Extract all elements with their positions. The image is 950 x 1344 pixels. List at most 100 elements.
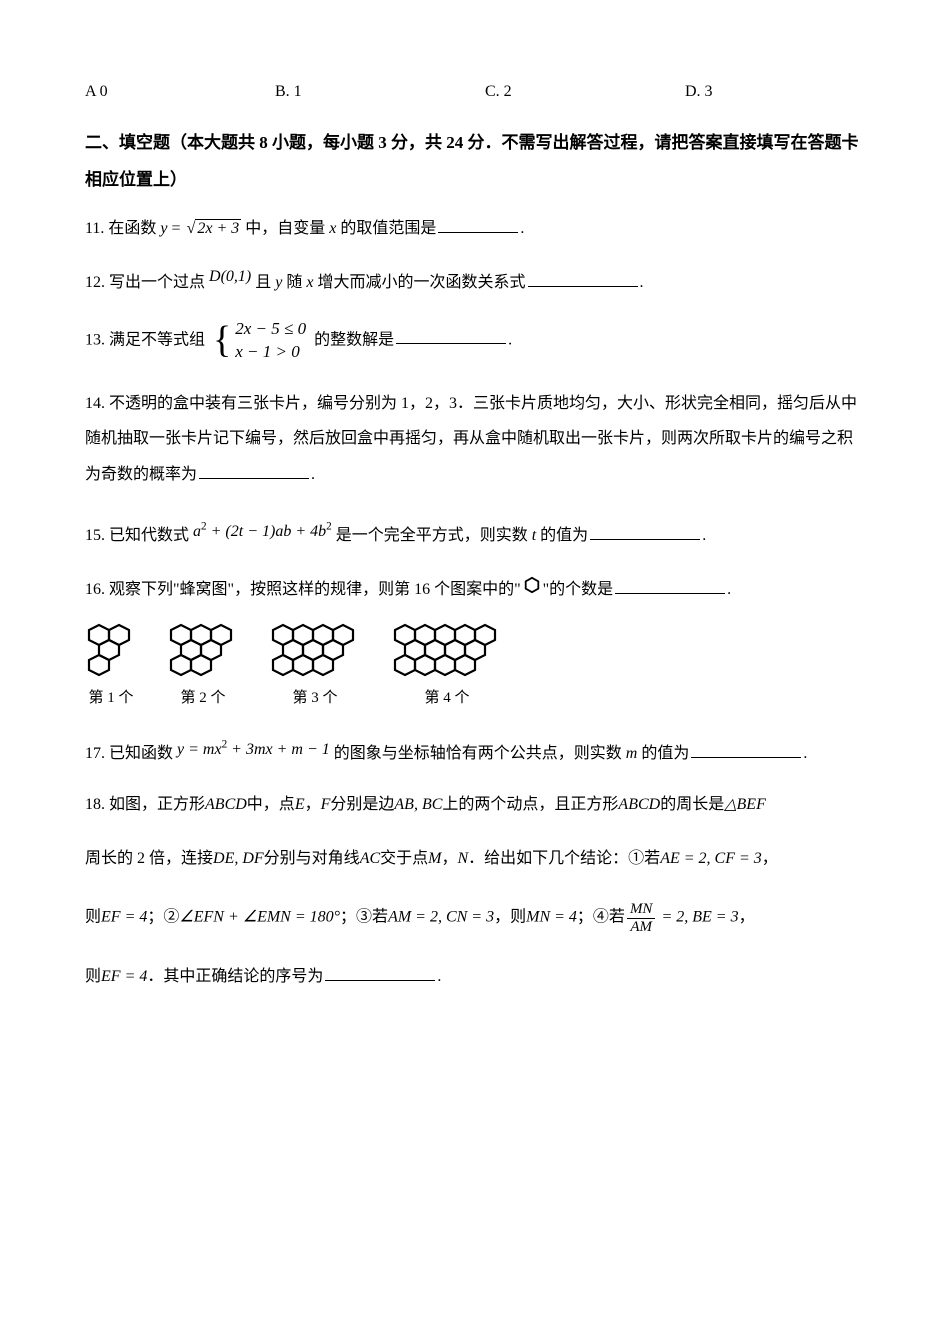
blank-answer	[528, 271, 638, 287]
t: ．给出如下几个结论：①若	[468, 850, 660, 867]
t: MN = 4	[526, 909, 577, 926]
t: ∠EFN + ∠EMN = 180°	[179, 909, 340, 926]
t: ；③若	[340, 909, 388, 926]
answer-options: A 0 B. 1 C. 2 D. 3	[85, 80, 865, 104]
question-12: 12. 写出一个过点 D(0,1) 且 y 随 x 增大而减小的一次函数关系式.	[85, 262, 865, 298]
t: ；②	[147, 909, 179, 926]
t: E	[295, 796, 305, 813]
q12-suffix: 增大而减小的一次函数关系式	[317, 274, 525, 291]
blank-answer	[396, 328, 506, 344]
q16-suffix: "的个数是	[543, 581, 614, 598]
q15-formula: a2 + (2t − 1)ab + 4b2	[193, 523, 332, 540]
sqrt-icon: 2x + 3	[185, 214, 242, 244]
t: DE, DF	[213, 850, 264, 867]
t: EF = 4	[101, 909, 147, 926]
question-13: 13. 满足不等式组 { 2x − 5 ≤ 0 x − 1 > 0 的整数解是.	[85, 317, 865, 365]
blank-answer	[590, 524, 700, 540]
q17-formula: y = mx2 + 3mx + m − 1	[177, 741, 330, 758]
t: 的周长是	[660, 796, 724, 813]
honeycomb-4: 第 4 个	[391, 623, 503, 710]
q11-prefix: 11. 在函数	[85, 220, 156, 237]
blank-answer	[325, 965, 435, 981]
t: 则	[85, 968, 101, 985]
section-title: 二、填空题（本大题共 8 小题，每小题 3 分，共 24 分．不需写出解答过程，…	[85, 124, 865, 199]
q13-line1: 2x − 5 ≤ 0	[235, 317, 306, 341]
q17-var: m	[626, 745, 638, 762]
t: ，	[441, 850, 457, 867]
question-18: 18. 如图，正方形 ABCD 中，点E ， F分别是边AB, BC上的两个动点，且正方…	[85, 793, 865, 989]
q18-line1: 18. 如图，正方形ABCD中，点E，F分别是边AB, BC上的两个动点，且正方…	[85, 793, 865, 817]
q12-period: .	[640, 274, 644, 291]
q14-period: .	[311, 466, 315, 483]
q12-y: y	[275, 274, 282, 291]
honeycomb-figures: 第 1 个 第 2 个	[85, 623, 865, 710]
q16-period: .	[727, 581, 731, 598]
t: 中，点	[247, 796, 295, 813]
q18-line2: 周长的 2 倍，连接DE, DF分别与对角线AC交于点M，N．给出如下几个结论：…	[85, 847, 865, 871]
q18-line4: 则EF = 4．其中正确结论的序号为.	[85, 965, 865, 989]
blank-answer	[199, 463, 309, 479]
q11-suffix: 的取值范围是	[340, 220, 436, 237]
blank-answer	[615, 578, 725, 594]
q17-prefix: 17. 已知函数	[85, 745, 173, 762]
honeycomb-icon	[85, 623, 137, 683]
t: ；④若	[577, 909, 625, 926]
q15-prefix: 15. 已知代数式	[85, 527, 189, 544]
option-a: A 0	[85, 80, 275, 104]
t: N	[458, 850, 469, 867]
q11-eq: =	[168, 220, 185, 237]
honeycomb-label: 第 1 个	[88, 687, 133, 710]
t: AB, BC	[394, 796, 442, 813]
t: AE = 2, CF = 3	[660, 850, 762, 867]
question-16: 16. 观察下列"蜂窝图"，按照这样的规律，则第 16 个图案中的""的个数是.	[85, 575, 865, 606]
q17-period: .	[803, 745, 807, 762]
t: 周长的 2 倍，连接	[85, 850, 213, 867]
frac-den: AM	[627, 918, 655, 936]
honeycomb-icon	[269, 623, 361, 683]
t: 分别是边	[330, 796, 394, 813]
t: .	[437, 968, 441, 985]
t: M	[428, 850, 441, 867]
t: △BEF	[724, 796, 766, 813]
q11-lhs: y	[160, 220, 167, 237]
inequality-system: { 2x − 5 ≤ 0 x − 1 > 0	[213, 317, 306, 365]
honeycomb-icon	[391, 623, 503, 683]
q12-point: D(0,1)	[209, 268, 251, 285]
question-17: 17. 已知函数 y = mx2 + 3mx + m − 1 的图象与坐标轴恰有…	[85, 732, 865, 771]
brace-lines: 2x − 5 ≤ 0 x − 1 > 0	[235, 317, 306, 365]
t: AC	[360, 850, 380, 867]
q15-suffix: 的值为	[540, 527, 588, 544]
honeycomb-1: 第 1 个	[85, 623, 137, 710]
q13-line2: x − 1 > 0	[235, 340, 306, 364]
q11-period: .	[520, 220, 524, 237]
t: AM = 2, CN = 3	[388, 909, 494, 926]
hexagon-icon	[523, 575, 541, 605]
t: = 2, BE = 3	[657, 909, 738, 926]
t: 上的两个动点，且正方形	[442, 796, 618, 813]
frac-num: MN	[627, 901, 656, 918]
t: 则	[85, 909, 101, 926]
honeycomb-2: 第 2 个	[167, 623, 239, 710]
t: 分别与对角线	[264, 850, 360, 867]
question-15: 15. 已知代数式 a2 + (2t − 1)ab + 4b2 是一个完全平方式…	[85, 514, 865, 553]
q11-mid: 中，自变量	[245, 220, 325, 237]
fraction: MNAM	[627, 901, 656, 935]
t: 18. 如图，正方形	[85, 796, 205, 813]
t: ．其中正确结论的序号为	[147, 968, 323, 985]
q12-x: x	[306, 274, 313, 291]
t: ，	[739, 909, 755, 926]
option-d: D. 3	[685, 80, 835, 104]
t: EF = 4	[101, 968, 147, 985]
t: ABCD	[618, 796, 660, 813]
q13-suffix: 的整数解是	[314, 331, 394, 348]
blank-answer	[691, 742, 801, 758]
t: F	[321, 796, 331, 813]
q11-sqrt-content: 2x + 3	[195, 219, 241, 237]
q17-mid: 的图象与坐标轴恰有两个公共点，则实数	[334, 745, 622, 762]
t: ，则	[494, 909, 526, 926]
q12-prefix: 12. 写出一个过点	[85, 274, 205, 291]
brace-icon: {	[213, 323, 231, 357]
q15-period: .	[702, 527, 706, 544]
t: ，	[762, 850, 778, 867]
option-c: C. 2	[485, 80, 685, 104]
